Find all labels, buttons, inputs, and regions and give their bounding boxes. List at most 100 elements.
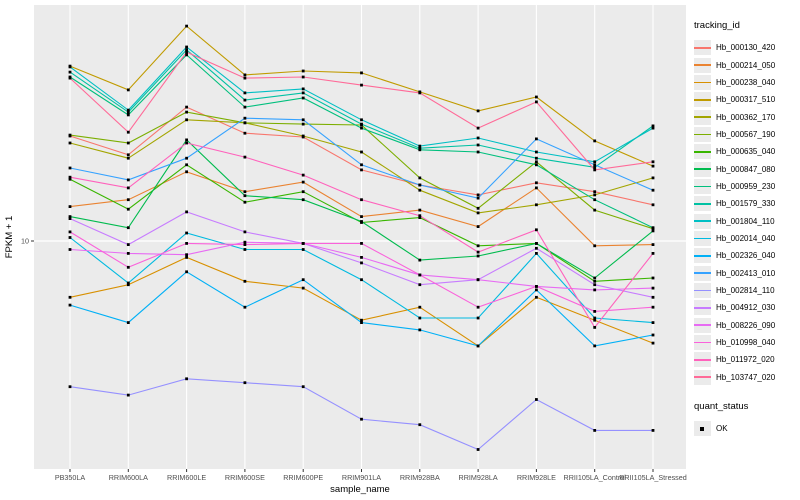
data-point <box>243 279 247 283</box>
data-point <box>651 276 655 280</box>
data-point <box>126 281 130 285</box>
data-point <box>593 190 597 194</box>
data-point <box>593 244 597 248</box>
data-point <box>535 228 538 232</box>
data-point <box>243 230 247 234</box>
legend-key <box>694 300 711 316</box>
data-point <box>476 254 480 258</box>
legend-item-label: Hb_000130_420 <box>716 43 776 53</box>
legend-line-swatch-icon <box>694 46 711 49</box>
data-point <box>476 244 480 248</box>
legend-line-swatch-icon <box>694 272 711 275</box>
data-point <box>593 193 597 197</box>
data-point <box>593 160 597 164</box>
legend-item-label: Hb_000959_230 <box>716 181 776 191</box>
legend-key <box>694 335 711 351</box>
data-point <box>243 200 247 204</box>
data-point <box>593 208 597 212</box>
legend-item-label: Hb_010998_040 <box>716 338 776 348</box>
data-point <box>126 110 130 114</box>
data-point <box>360 220 363 223</box>
legend-item-label: Hb_001804_110 <box>716 216 775 226</box>
data-point <box>68 303 72 307</box>
x-tick-label: RRIM901LA <box>342 473 381 482</box>
data-point <box>476 206 480 210</box>
data-point <box>243 105 247 109</box>
legend-line-swatch-icon <box>694 116 711 118</box>
data-point <box>418 146 422 150</box>
legend-line-swatch-icon <box>694 220 711 222</box>
x-tick-label: RRII105LA_Control <box>564 473 627 482</box>
data-point <box>593 344 597 348</box>
data-point <box>126 265 130 269</box>
data-point <box>418 183 422 187</box>
legend-item-label: Hb_001579_330 <box>716 199 776 209</box>
data-point <box>360 83 363 87</box>
data-point <box>535 186 538 190</box>
data-point <box>185 138 188 142</box>
data-point <box>418 216 422 219</box>
x-tick-label: RRII105LA_Stressed <box>619 473 687 482</box>
data-point <box>301 122 305 126</box>
data-point <box>360 118 363 122</box>
data-point <box>476 448 480 451</box>
data-point <box>476 305 480 309</box>
data-point <box>185 210 188 214</box>
legend-item: Hb_000238_040 <box>694 74 800 91</box>
data-point <box>593 163 597 167</box>
legend-item: Hb_000214_050 <box>694 56 800 73</box>
data-point <box>651 229 655 233</box>
data-point <box>535 95 538 99</box>
data-point <box>593 168 597 172</box>
data-point <box>476 278 480 282</box>
data-point <box>185 156 188 160</box>
data-point <box>301 118 305 122</box>
legend-item: Hb_011972_020 <box>694 351 800 368</box>
data-point <box>68 177 72 181</box>
data-point <box>126 113 130 117</box>
legend-key <box>694 161 711 177</box>
data-point <box>593 276 597 280</box>
legend-item-label: Hb_011972_020 <box>716 355 775 365</box>
data-point <box>126 226 130 230</box>
legend-item: Hb_000567_190 <box>694 126 800 143</box>
data-point <box>243 381 247 385</box>
data-point <box>68 205 72 208</box>
legend-line-swatch-icon <box>694 254 711 257</box>
legend-item: Hb_010998_040 <box>694 334 800 351</box>
data-point <box>535 398 538 401</box>
legend-key <box>694 352 711 368</box>
data-point <box>126 321 130 324</box>
data-point <box>68 385 72 389</box>
data-point <box>185 231 188 235</box>
legend-item: Hb_002326_040 <box>694 247 800 264</box>
data-point <box>418 91 422 95</box>
legend-line-swatch-icon <box>694 150 711 153</box>
data-point <box>593 283 597 287</box>
data-point <box>535 181 538 185</box>
legend-item: Hb_004912_030 <box>694 299 800 316</box>
legend-line-swatch-icon <box>694 185 711 188</box>
data-point <box>301 69 305 73</box>
data-point <box>126 156 130 160</box>
data-point <box>651 124 655 128</box>
legend-item-label: Hb_002814_110 <box>716 285 775 295</box>
legend-item: Hb_000847_080 <box>694 160 800 177</box>
data-point <box>68 76 72 80</box>
data-point <box>476 225 480 228</box>
data-point <box>360 150 363 154</box>
data-point <box>360 215 363 218</box>
data-point <box>185 45 188 49</box>
legend-item: Hb_001579_330 <box>694 195 800 212</box>
data-point <box>68 217 72 220</box>
data-point <box>593 326 597 329</box>
data-point <box>535 160 538 164</box>
data-point <box>593 279 597 283</box>
legend-key <box>694 282 711 298</box>
data-point <box>68 236 72 239</box>
data-point <box>185 270 188 274</box>
data-point <box>476 136 480 140</box>
data-point <box>301 87 305 91</box>
y-axis-title: FPKM + 1 <box>4 216 15 259</box>
legend-item: Hb_000959_230 <box>694 178 800 195</box>
